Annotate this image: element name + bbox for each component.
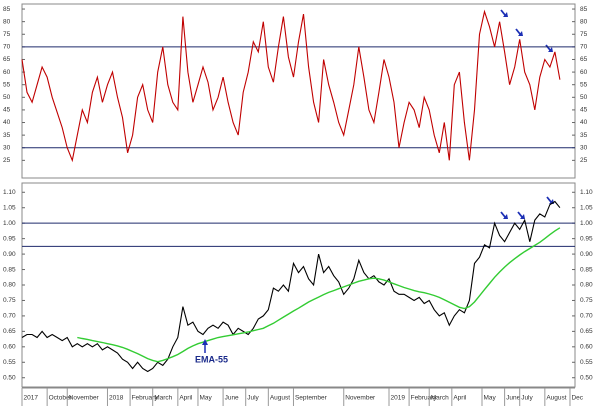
y-tick-label: 1.10 — [580, 189, 593, 196]
x-tick-label: July — [247, 395, 259, 402]
y-tick-label: 30 — [3, 144, 11, 151]
y-tick-label: 0.95 — [3, 235, 16, 242]
y-tick-label: 0.55 — [580, 359, 593, 366]
annotation-arrow-head — [202, 339, 208, 345]
x-tick-label: February — [132, 395, 159, 402]
x-tick-label: August — [270, 395, 290, 402]
x-tick-label: May — [199, 395, 212, 402]
series-line — [21, 9, 561, 163]
y-tick-label: 1.00 — [580, 220, 593, 227]
y-tick-label: 30 — [580, 144, 588, 151]
y-tick-label: 0.65 — [580, 328, 593, 335]
x-tick-label: November — [345, 395, 376, 402]
x-tick-label: November — [69, 395, 100, 402]
panel-frame — [21, 3, 576, 179]
y-tick-label: 25 — [3, 157, 11, 164]
y-tick-label: 0.75 — [580, 297, 593, 304]
x-tick-label: June — [506, 395, 520, 402]
y-tick-label: 80 — [3, 18, 11, 25]
x-tick-label: July — [521, 395, 533, 402]
y-tick-label: 0.85 — [580, 266, 593, 273]
y-tick-label: 85 — [3, 6, 11, 13]
x-tick-label: June — [225, 395, 239, 402]
y-tick-label: 0.75 — [3, 297, 16, 304]
x-tick-label: September — [295, 395, 328, 402]
y-tick-label: 0.50 — [3, 374, 16, 381]
x-tick-label: March — [154, 395, 172, 402]
y-tick-label: 70 — [3, 44, 11, 51]
y-tick-label: 65 — [3, 56, 11, 63]
y-tick-label: 75 — [3, 31, 11, 38]
y-tick-label: 65 — [580, 56, 588, 63]
y-tick-label: 0.80 — [3, 282, 16, 289]
y-tick-label: 50 — [580, 94, 588, 101]
x-tick-label: Dec — [571, 395, 583, 402]
y-tick-label: 35 — [3, 132, 11, 139]
y-tick-label: 0.65 — [3, 328, 16, 335]
y-tick-label: 75 — [580, 31, 588, 38]
x-tick-label: April — [453, 395, 467, 402]
y-tick-label: 85 — [580, 6, 588, 13]
y-tick-label: 0.90 — [580, 251, 593, 258]
y-tick-label: 0.50 — [580, 374, 593, 381]
y-tick-label: 60 — [580, 69, 588, 76]
x-tick-label: October — [49, 395, 73, 402]
x-tick-label: May — [483, 395, 496, 402]
y-tick-label: 50 — [3, 94, 11, 101]
x-tick-label: August — [546, 395, 566, 402]
y-tick-label: 0.70 — [3, 313, 16, 320]
annotation: EMA-55 — [195, 354, 228, 364]
y-tick-label: 1.05 — [580, 204, 593, 211]
y-tick-label: 0.55 — [3, 359, 16, 366]
x-tick-label: 2019 — [390, 395, 405, 402]
y-tick-label: 45 — [580, 107, 588, 114]
x-tick-label: February — [411, 395, 438, 402]
series-line — [77, 227, 561, 363]
y-tick-label: 0.95 — [580, 235, 593, 242]
y-tick-label: 0.70 — [580, 313, 593, 320]
y-tick-label: 40 — [3, 119, 11, 126]
y-tick-label: 0.85 — [3, 266, 16, 273]
y-tick-label: 0.90 — [3, 251, 16, 258]
y-tick-label: 0.80 — [580, 282, 593, 289]
y-tick-label: 55 — [580, 81, 588, 88]
y-tick-label: 0.60 — [580, 344, 593, 351]
y-tick-label: 70 — [580, 44, 588, 51]
y-tick-label: 80 — [580, 18, 588, 25]
x-tick-label: March — [431, 395, 449, 402]
x-tick-label: 2017 — [24, 395, 39, 402]
y-tick-label: 0.60 — [3, 344, 16, 351]
y-tick-label: 35 — [580, 132, 588, 139]
y-tick-label: 40 — [580, 119, 588, 126]
y-tick-label: 55 — [3, 81, 11, 88]
y-tick-label: 25 — [580, 157, 588, 164]
y-tick-label: 1.05 — [3, 204, 16, 211]
y-tick-label: 45 — [3, 107, 11, 114]
y-tick-label: 1.00 — [3, 220, 16, 227]
x-tick-label: April — [179, 395, 193, 402]
x-tick-label: 2018 — [109, 395, 124, 402]
series-line — [21, 200, 561, 373]
callout-arrows — [500, 9, 554, 219]
y-tick-label: 1.10 — [3, 189, 16, 196]
y-tick-label: 60 — [3, 69, 11, 76]
